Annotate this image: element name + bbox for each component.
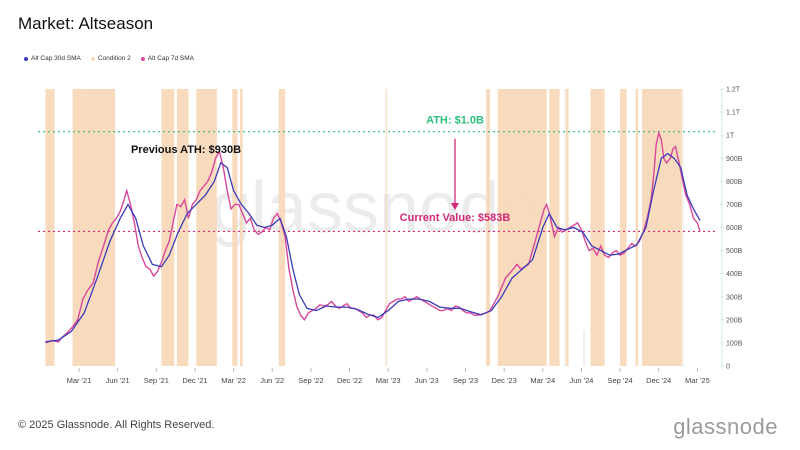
y-tick-label: 800B — [726, 179, 743, 186]
x-tick-label: Mar '22 — [221, 376, 246, 385]
condition-band-9 — [385, 89, 387, 366]
condition-band-14 — [590, 89, 605, 366]
y-tick-label: 400B — [726, 271, 743, 278]
y-tick-label: 0 — [726, 364, 730, 371]
y-tick-label: 300B — [726, 294, 743, 301]
series-line-sma30 — [45, 152, 701, 343]
x-axis-ticks: Mar '21 Jun '21 Sep '21 Dec '21 Mar '22 Jun '… — [67, 368, 710, 385]
y-tick-label: 1T — [726, 133, 735, 140]
condition-band-15 — [620, 89, 627, 366]
condition-band-10 — [486, 89, 490, 366]
x-tick-label: Mar '24 — [530, 376, 555, 385]
legend-label-sma30: Alt Cap 30d SMA — [31, 55, 81, 62]
condition-bands — [45, 89, 682, 366]
x-tick-label: Jun '21 — [106, 376, 130, 385]
condition-band-7 — [240, 89, 243, 366]
condition-band-3 — [161, 89, 175, 366]
page-title: Market: Altseason — [18, 14, 154, 33]
condition-band-16 — [635, 89, 639, 366]
legend-swatch-condition — [90, 56, 95, 61]
previous-ath-label: Previous ATH: $930B — [131, 144, 241, 156]
x-tick-label: Sep '21 — [144, 376, 169, 385]
current-value-label: Current Value: $583B — [400, 212, 511, 224]
x-tick-label: Jun '23 — [415, 376, 439, 385]
x-tick-label: Mar '23 — [376, 376, 401, 385]
condition-band-0 — [45, 89, 55, 366]
y-tick-label: 500B — [726, 248, 743, 255]
glassnode-logo[interactable]: glassnode — [673, 414, 778, 439]
legend-item-condition[interactable]: Condition 2 — [90, 55, 131, 62]
x-tick-label: Dec '24 — [646, 376, 671, 385]
x-tick-label: Dec '21 — [182, 376, 207, 385]
x-tick-label: Mar '21 — [67, 376, 92, 385]
legend-swatch-sma7 — [140, 56, 145, 61]
legend-item-sma7[interactable]: Alt Cap 7d SMA — [140, 55, 194, 62]
y-tick-label: 1.1T — [726, 110, 741, 117]
condition-band-5 — [196, 89, 217, 366]
y-tick-label: 200B — [726, 317, 743, 324]
y-tick-label: 100B — [726, 340, 743, 347]
x-tick-label: Sep '23 — [453, 376, 478, 385]
annotation-arrow-head — [451, 203, 459, 210]
y-tick-label: 600B — [726, 225, 743, 232]
x-tick-label: Mar '25 — [685, 376, 710, 385]
x-tick-label: Dec '22 — [337, 376, 362, 385]
condition-band-1 — [72, 89, 82, 366]
copyright-text: © 2025 Glassnode. All Rights Reserved. — [18, 419, 215, 431]
legend-item-sma30[interactable]: Alt Cap 30d SMA — [24, 55, 81, 62]
condition-band-12 — [549, 89, 560, 366]
x-tick-label: Dec '23 — [492, 376, 517, 385]
ath-label: ATH: $1.0B — [426, 115, 484, 127]
x-tick-label: Jun '24 — [569, 376, 593, 385]
legend-label-condition: Condition 2 — [97, 55, 131, 62]
x-tick-label: Jun '22 — [260, 376, 284, 385]
y-tick-label: 900B — [726, 156, 743, 163]
condition-band-13 — [565, 89, 569, 366]
y-tick-label: 1.2T — [726, 87, 741, 94]
y-axis-ticks: 0 100B 200B 300B 400B 500B 600B 700B 800B 900B 1T 1… — [720, 87, 743, 371]
marker-lines — [564, 89, 684, 366]
watermark-logo: glassnode — [211, 168, 539, 248]
condition-band-4 — [176, 89, 189, 366]
legend: Alt Cap 30d SMA Condition 2 Alt Cap 7d S… — [24, 55, 194, 62]
condition-band-17 — [642, 89, 682, 366]
x-tick-label: Sep '24 — [607, 376, 632, 385]
legend-swatch-sma30 — [24, 56, 28, 61]
condition-band-6 — [232, 89, 238, 366]
series-line-sma7 — [45, 130, 701, 344]
x-tick-label: Sep '22 — [298, 376, 323, 385]
y-tick-label: 700B — [726, 202, 743, 209]
legend-label-sma7: Alt Cap 7d SMA — [147, 55, 194, 62]
